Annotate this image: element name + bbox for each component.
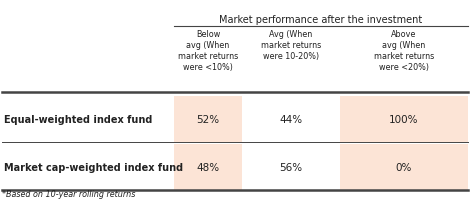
Text: 44%: 44%	[280, 114, 302, 124]
Text: Equal-weighted index fund: Equal-weighted index fund	[4, 114, 152, 124]
Text: Market performance after the investment: Market performance after the investment	[219, 15, 423, 25]
Text: Market cap-weighted index fund: Market cap-weighted index fund	[4, 162, 183, 172]
Text: 52%: 52%	[196, 114, 219, 124]
Bar	[340, 96, 468, 142]
Text: 0%: 0%	[396, 162, 412, 172]
Bar	[242, 144, 340, 190]
Text: 56%: 56%	[280, 162, 302, 172]
Bar	[242, 96, 340, 142]
Bar	[174, 96, 242, 142]
Text: Above
avg (When
market returns
were <20%): Above avg (When market returns were <20%…	[374, 30, 434, 72]
Bar	[340, 144, 468, 190]
Text: *Based on 10-year rolling returns: *Based on 10-year rolling returns	[2, 189, 136, 198]
Text: Avg (When
market returns
were 10-20%): Avg (When market returns were 10-20%)	[261, 30, 321, 61]
Text: Below
avg (When
market returns
were <10%): Below avg (When market returns were <10%…	[178, 30, 238, 72]
Bar	[174, 144, 242, 190]
Text: 100%: 100%	[389, 114, 419, 124]
Text: 48%: 48%	[196, 162, 219, 172]
